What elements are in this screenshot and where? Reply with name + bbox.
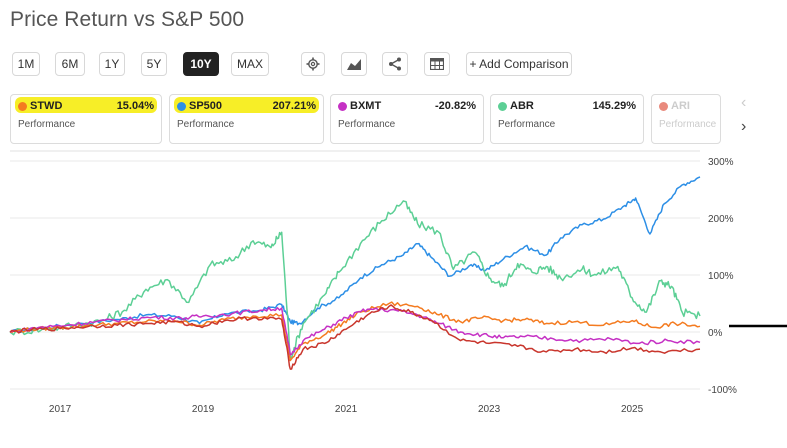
table-button[interactable]	[424, 52, 450, 76]
page-title: Price Return vs S&P 500	[10, 8, 245, 31]
card-abr[interactable]: ABR 145.29% Performance	[490, 94, 644, 144]
range-5y[interactable]: 5Y	[141, 52, 167, 76]
chart-type-icon	[347, 59, 361, 70]
price-chart: 300% 200% 100% 0% -100% 2017 2019 2021 2023 2025	[9, 150, 787, 415]
table-icon	[430, 58, 444, 70]
settings-button[interactable]	[301, 52, 325, 76]
card-value: -20.82%	[435, 100, 476, 112]
series-line-ari	[9, 304, 701, 370]
card-symbol: SP500	[189, 100, 223, 112]
series-line-bxmt	[9, 306, 701, 356]
share-icon	[389, 57, 401, 71]
add-comparison-button[interactable]: + Add Comparison	[466, 52, 572, 76]
gear-icon	[306, 57, 320, 71]
series-line-abr	[9, 200, 701, 359]
range-1y[interactable]: 1Y	[99, 52, 125, 76]
series-line-sp500	[9, 176, 701, 334]
card-bxmt[interactable]: BXMT -20.82% Performance	[330, 94, 484, 144]
series-color-dot	[659, 102, 668, 111]
series-color-dot	[177, 102, 186, 111]
y-tick-label: 200%	[708, 214, 734, 225]
x-tick-label: 2017	[49, 404, 72, 415]
y-tick-label: 100%	[708, 271, 734, 282]
highlight-mark	[174, 97, 319, 113]
card-symbol: BXMT	[350, 100, 382, 112]
card-subtitle: Performance	[498, 119, 556, 130]
card-subtitle: Performance	[338, 119, 396, 130]
range-6m[interactable]: 6M	[55, 52, 85, 76]
x-tick-label: 2023	[478, 404, 501, 415]
card-symbol: ARI	[671, 100, 690, 112]
card-sp500[interactable]: SP500 207.21% Performance	[169, 94, 324, 144]
chevron-left-icon[interactable]: ‹	[741, 94, 747, 111]
card-value: 15.04%	[116, 100, 154, 112]
card-subtitle: Performance	[177, 119, 235, 130]
card-symbol: STWD	[30, 100, 63, 112]
x-tick-label: 2019	[192, 404, 215, 415]
share-button[interactable]	[382, 52, 408, 76]
chevron-right-icon[interactable]: ›	[741, 118, 747, 135]
card-value: 207.21%	[272, 100, 316, 112]
range-max[interactable]: MAX	[231, 52, 269, 76]
y-tick-label: -100%	[708, 385, 737, 396]
card-stwd[interactable]: STWD 15.04% Performance	[10, 94, 162, 144]
card-value: 145.29%	[592, 100, 636, 112]
y-tick-label: 300%	[708, 157, 734, 168]
x-tick-label: 2021	[335, 404, 358, 415]
x-tick-label: 2025	[621, 404, 644, 415]
card-symbol: ABR	[510, 100, 534, 112]
card-subtitle: Performance	[18, 119, 76, 130]
y-tick-label: 0%	[708, 328, 723, 339]
chart-type-button[interactable]	[341, 52, 367, 76]
series-color-dot	[498, 102, 507, 111]
range-10y[interactable]: 10Y	[183, 52, 219, 76]
card-ari[interactable]: ARI Performance	[651, 94, 721, 144]
range-1m[interactable]: 1M	[12, 52, 40, 76]
card-subtitle: Performance	[659, 119, 717, 130]
series-color-dot	[338, 102, 347, 111]
highlight-mark	[15, 97, 157, 113]
series-color-dot	[18, 102, 27, 111]
